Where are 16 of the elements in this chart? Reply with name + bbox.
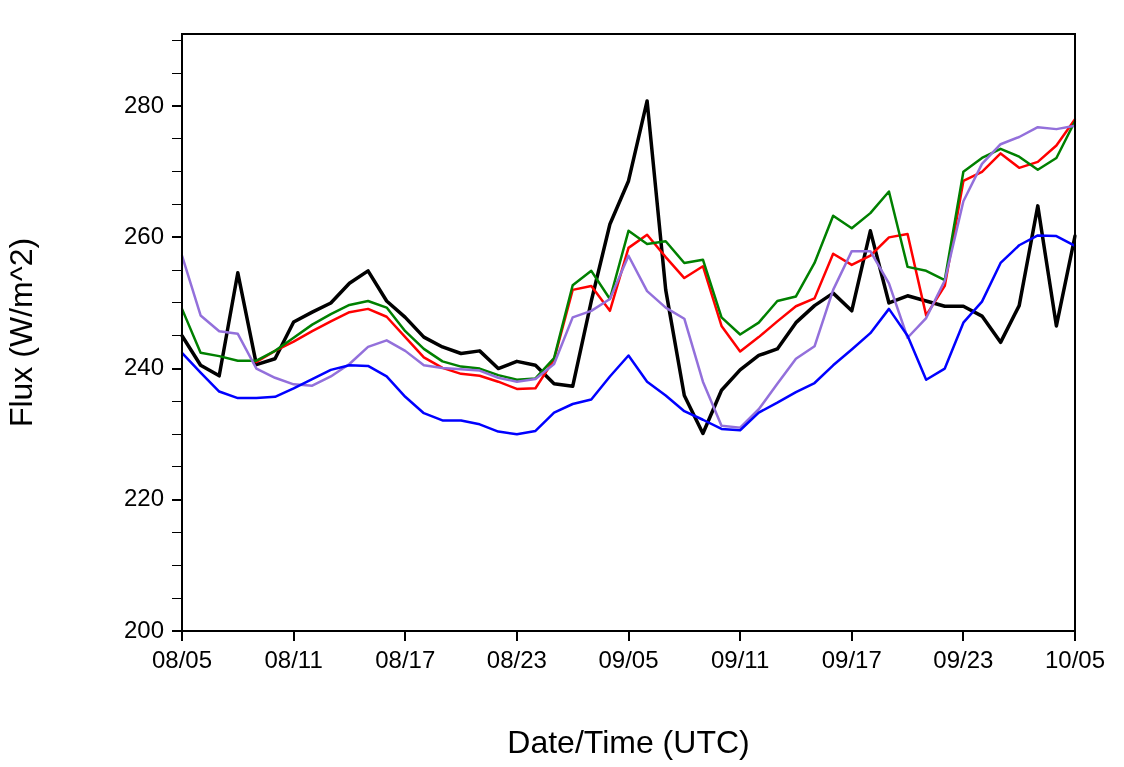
y-tick-label: 200 xyxy=(123,615,164,643)
y-tick-label: 280 xyxy=(123,90,164,118)
x-tick-label: 08/23 xyxy=(486,646,547,674)
x-tick-label: 09/23 xyxy=(933,646,994,674)
y-axis-title: Flux (W/m^2) xyxy=(3,237,40,428)
x-tick-label: 09/17 xyxy=(821,646,882,674)
y-tick-label: 260 xyxy=(123,222,164,249)
x-tick-label: 08/05 xyxy=(151,646,213,674)
x-axis-title: Date/Time (UTC) xyxy=(507,723,750,760)
x-tick-label: 08/11 xyxy=(264,646,323,674)
y-tick-label: 220 xyxy=(123,484,164,512)
x-tick-label: 08/17 xyxy=(375,646,436,674)
x-tick-label: 09/05 xyxy=(598,646,659,674)
x-tick-label: 10/05 xyxy=(1044,646,1106,674)
x-tick-label: 09/11 xyxy=(710,646,770,674)
y-tick-label: 240 xyxy=(123,353,164,381)
